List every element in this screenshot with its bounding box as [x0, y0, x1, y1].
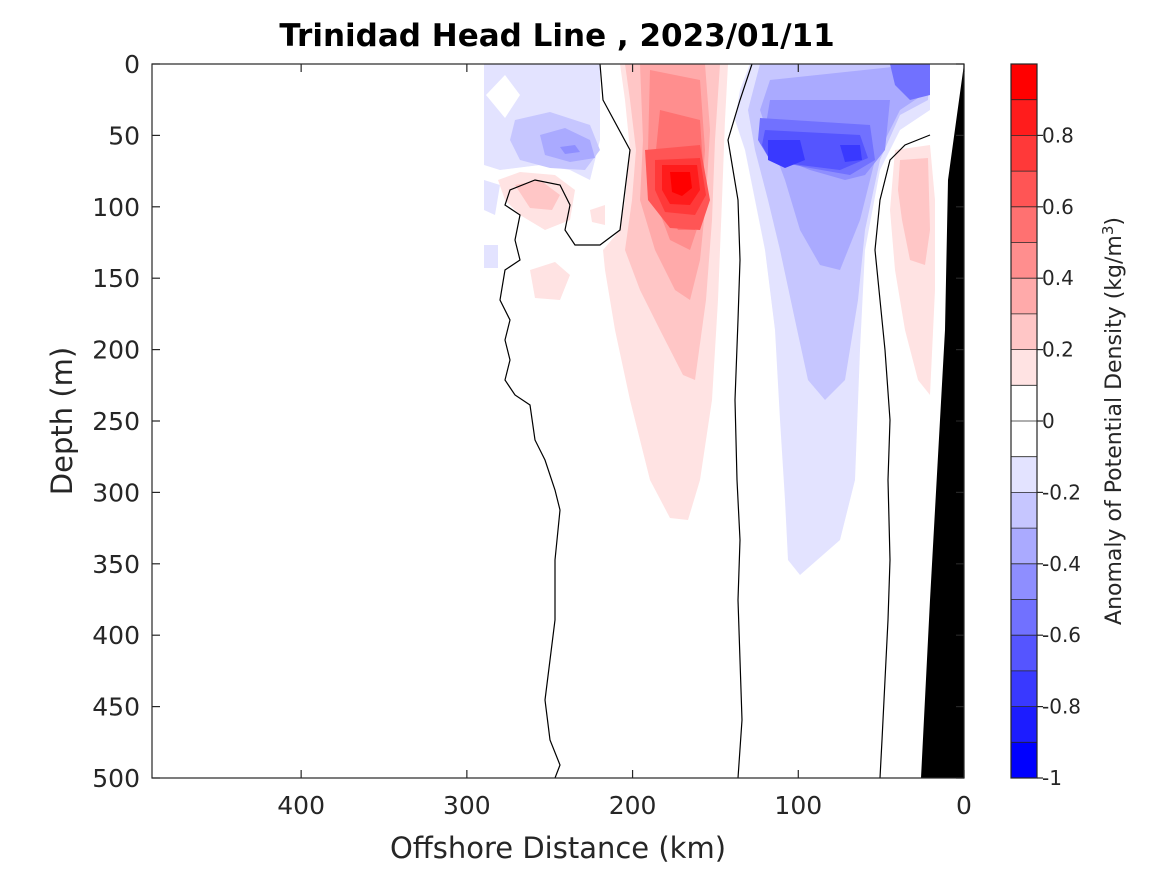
x-tick-label: 100	[774, 791, 822, 820]
colorbar-segment	[1011, 278, 1037, 315]
pos-small-offshore-3	[530, 262, 570, 300]
y-tick-label: 400	[92, 621, 140, 650]
colorbar-tick-label: -0.2	[1042, 480, 1081, 504]
colorbar-label-sup: 3	[1099, 226, 1117, 236]
neg-offshore-left-lower	[484, 180, 500, 215]
colorbar-segment	[1011, 670, 1037, 708]
colorbar-label: Anomaly of Potential Density (kg/m3)	[1099, 217, 1127, 625]
colorbar: 0.8 0.6 0.4 0.2 0 -0.2 -0.4 -0.6 -0.8 -1	[1010, 63, 1081, 790]
y-tick-label: 500	[92, 764, 140, 793]
colorbar-segment	[1011, 635, 1037, 672]
pos-nearshore-0.2	[898, 158, 930, 265]
colorbar-segment	[1011, 528, 1037, 565]
colorbar-tick-label: 0.6	[1042, 195, 1074, 219]
y-tick-label: 0	[124, 50, 140, 79]
contour-fills	[484, 64, 935, 575]
neg-offshore-left-lower2	[484, 245, 498, 268]
colorbar-segment	[1011, 706, 1037, 743]
colorbar-tick-label: -0.8	[1042, 695, 1081, 719]
neg-offshore-dark	[540, 128, 595, 162]
zero-contour-near	[874, 134, 931, 778]
colorbar-segment	[1011, 349, 1037, 386]
neg-surface-right	[890, 64, 930, 100]
colorbar-segment	[1011, 64, 1037, 101]
y-axis: 0 50 100 150 200 250 300 350 400 450 500	[92, 50, 964, 793]
colorbar-tick-label: -1	[1042, 766, 1062, 790]
neg-white-gap	[486, 75, 520, 118]
y-tick-label: 150	[92, 264, 140, 293]
x-tick-label: 400	[277, 791, 325, 820]
y-tick-label: 300	[92, 478, 140, 507]
colorbar-segment	[1011, 99, 1037, 136]
colorbar-segment	[1011, 171, 1037, 208]
colorbar-segment	[1011, 385, 1037, 422]
neg-main-0.7	[768, 140, 805, 168]
neg-main-0.7b	[840, 145, 862, 162]
colorbar-segment	[1011, 206, 1037, 243]
colorbar-label-main: Anomaly of Potential Density (kg/m	[1102, 235, 1127, 625]
pos-small-offshore-2	[515, 180, 560, 210]
zero-contour-main	[499, 64, 631, 778]
colorbar-segment	[1011, 135, 1037, 172]
colorbar-segment	[1011, 492, 1037, 529]
chart-title: Trinidad Head Line , 2023/01/11	[279, 18, 834, 54]
y-tick-label: 100	[92, 193, 140, 222]
colorbar-label-suffix: )	[1102, 217, 1127, 226]
y-tick-label: 350	[92, 550, 140, 579]
x-tick-label: 300	[443, 791, 491, 820]
pos-small-offshore-4	[590, 205, 605, 225]
colorbar-segment	[1011, 421, 1037, 458]
colorbar-tick-label: -0.6	[1042, 623, 1081, 647]
x-axis-label: Offshore Distance (km)	[390, 831, 726, 865]
bathymetry-wedge	[921, 64, 964, 778]
x-tick-label: 200	[609, 791, 657, 820]
x-tick-label: 0	[956, 791, 972, 820]
y-tick-label: 50	[108, 121, 140, 150]
colorbar-segment	[1011, 242, 1037, 279]
colorbar-tick-label: 0.4	[1042, 266, 1074, 290]
colorbar-segment	[1011, 599, 1037, 636]
pos-main-0.9	[670, 172, 692, 196]
colorbar-tick-label: 0.2	[1042, 338, 1074, 362]
x-axis: 400 300 200 100 0	[277, 64, 972, 820]
zero-contour-mid	[727, 64, 753, 778]
colorbar-tick-label: 0	[1042, 409, 1055, 433]
colorbar-segment	[1011, 742, 1037, 779]
y-tick-label: 200	[92, 336, 140, 365]
zero-contours	[499, 64, 931, 778]
colorbar-segment	[1011, 563, 1037, 600]
y-tick-label: 450	[92, 693, 140, 722]
neg-offshore-spot	[560, 145, 580, 154]
colorbar-segment	[1011, 313, 1037, 351]
y-tick-label: 250	[92, 407, 140, 436]
y-axis-label: Depth (m)	[45, 347, 79, 495]
colorbar-segment	[1011, 456, 1037, 493]
colorbar-tick-label: -0.4	[1042, 552, 1081, 576]
colorbar-tick-label: 0.8	[1042, 123, 1074, 147]
